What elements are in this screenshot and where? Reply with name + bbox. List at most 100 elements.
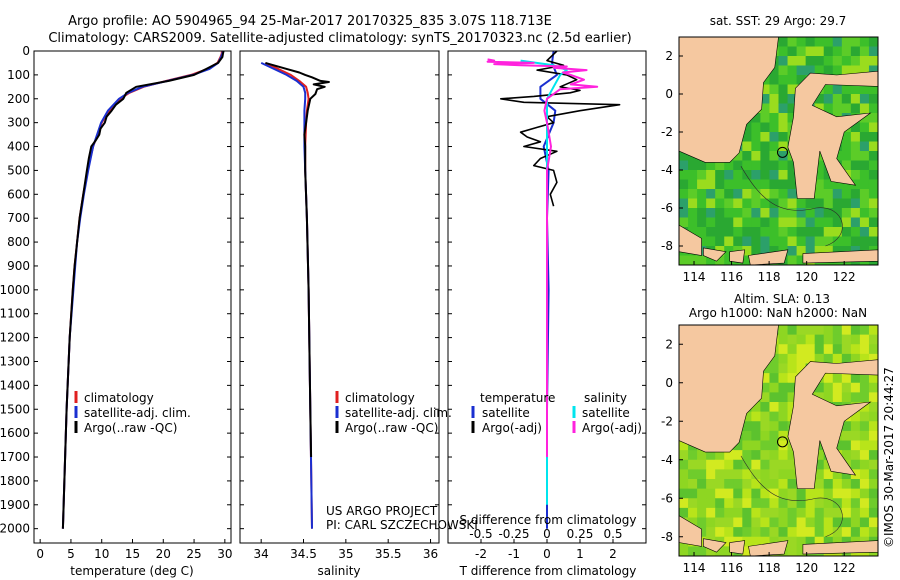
map-y-tick-label: -8 [661,530,673,544]
legend-label-satellite: satellite-adj. clim. [84,406,191,420]
depth-tick-label: 500 [7,163,30,177]
sea-cell [697,208,707,218]
sea-cell [769,103,779,114]
sea-cell [832,382,843,393]
map-x-tick-label: 116 [720,270,743,284]
series-line-temperature-satellite [539,50,558,529]
sea-cell [724,479,734,490]
sea-cell [850,132,861,142]
difference-plot-area: -2 -1 0 1 2 -0.5 -0.25 0 0.25 0.5 [448,50,646,561]
sea-cell [859,507,870,518]
sea-cell [697,450,707,461]
figure-title-line1: Argo profile: AO 5904965_94 25-Mar-2017 … [68,14,552,29]
sea-cell [742,246,752,256]
sea-cell [760,208,770,218]
sea-cell [760,122,770,133]
sea-cell [760,132,770,142]
sea-cell [859,217,870,228]
sea-cell [832,84,843,95]
sea-cell [715,517,725,528]
x2-tick-label: 0 [543,527,551,541]
sea-cell [697,469,707,480]
sea-cell [769,227,779,237]
lombok-landmass [729,249,746,264]
sea-cell [823,37,834,47]
sea-cell [796,217,807,228]
sea-cell [823,46,834,57]
sea-cell [742,488,752,499]
sea-cell [688,469,698,480]
sea-cell [868,37,879,47]
sea-cell [679,546,689,557]
sea-cell [706,198,716,209]
sea-cell [760,459,770,470]
depth-tick-label: 0 [22,44,30,58]
sea-cell [697,498,707,509]
sea-cell [823,179,834,190]
sea-cell [787,363,798,374]
map-x-tick-label: 122 [833,270,856,284]
sea-cell [778,160,789,171]
sea-cell [760,421,770,432]
sea-cell [850,450,861,461]
sea-cell [850,517,861,528]
sea-cell [742,189,752,199]
legend-label-temp-argo: Argo(-adj) [482,421,542,435]
map-y-tick-label: 0 [665,376,673,390]
x-tick-label: 25 [186,547,201,561]
sea-cell [751,488,761,499]
sea-cell [688,170,698,180]
sea-cell [778,75,789,85]
sea-cell [787,75,798,85]
sea-cell [841,189,852,199]
sea-cell [778,227,789,237]
sea-cell [760,450,770,461]
sea-cell [859,141,870,152]
sea-cell [679,498,689,509]
sea-cell [778,113,789,123]
sea-cell [787,198,798,209]
sea-cell [868,236,879,247]
sea-cell [832,103,843,114]
sea-cell [859,179,870,190]
sea-cell [679,208,689,218]
sea-cell [859,113,870,123]
sea-cell [787,94,798,104]
sea-cell [769,84,779,95]
depth-tick-label: 800 [7,235,30,249]
sea-cell [760,141,770,152]
sea-cell [760,517,770,528]
sea-cell [805,527,816,538]
sea-cell [760,440,770,451]
sea-cell [841,227,852,237]
sea-cell [841,536,852,547]
sea-cell [787,507,798,518]
sea-cell [751,430,761,441]
sla-map-subtitle: Argo h1000: NaN h2000: NaN [689,306,867,320]
sea-cell [841,353,852,364]
sea-cell [850,84,861,95]
sea-cell [868,392,879,403]
sea-cell [868,373,879,384]
lombok-landmass [729,540,746,555]
sea-cell [778,421,789,432]
sea-cell [805,507,816,518]
temperature-x-label: temperature (deg C) [70,564,193,578]
sea-cell [805,334,816,345]
sea-cell [832,334,843,345]
sea-cell [751,527,761,538]
sea-cell [724,527,734,538]
sea-cell [751,122,761,133]
sea-cell [841,65,852,76]
sea-cell [679,479,689,490]
sea-cell [733,507,743,518]
sea-cell [823,498,834,509]
sea-cell [787,402,798,413]
sea-cell [679,450,689,461]
sea-cell [850,527,861,538]
sea-cell [787,217,798,228]
sea-cell [715,479,725,490]
sea-cell [859,236,870,247]
sea-cell [841,160,852,171]
sea-cell [760,402,770,413]
